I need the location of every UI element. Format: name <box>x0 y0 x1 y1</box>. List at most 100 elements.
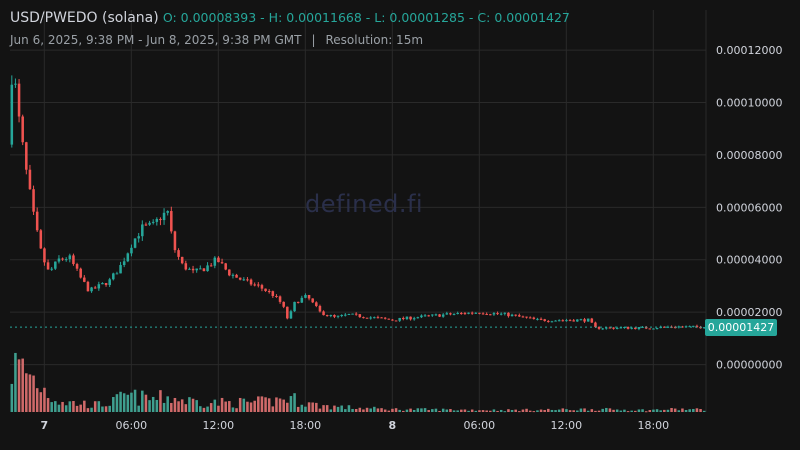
candle-body <box>159 218 162 221</box>
volume-bar <box>61 401 64 412</box>
candle-body <box>17 83 21 117</box>
candle-body <box>195 268 198 271</box>
symbol-label: USD/PWEDO (solana) <box>10 10 159 26</box>
candle-body <box>539 318 543 320</box>
candle-body <box>590 318 594 323</box>
candle-body <box>39 230 43 249</box>
candle-body <box>576 319 579 322</box>
volume-bar <box>64 405 68 412</box>
candle-body <box>90 287 93 292</box>
candle-body <box>608 327 612 329</box>
candle-body <box>318 305 322 312</box>
candle-body <box>557 320 561 322</box>
volume-bar <box>641 409 644 412</box>
volume-bar <box>510 409 514 412</box>
volume-bar <box>547 408 550 412</box>
candle-body <box>86 281 90 292</box>
volume-bar <box>496 410 499 412</box>
volume-bar <box>412 409 416 412</box>
candle-body <box>209 265 213 267</box>
candle-body <box>199 268 202 270</box>
volume-bar <box>637 409 641 412</box>
volume-bar <box>652 409 655 412</box>
volume-bar <box>369 408 372 412</box>
volume-bar <box>293 393 296 412</box>
candle-body <box>547 320 550 322</box>
candle-body <box>499 313 503 315</box>
grid <box>10 10 707 412</box>
volume-bar <box>17 359 21 412</box>
volume-bar <box>507 409 510 412</box>
candle-body <box>126 253 130 262</box>
volume-bar <box>554 410 557 412</box>
volume-bar <box>315 402 318 412</box>
candle-body <box>456 313 459 315</box>
candle-body <box>648 328 652 330</box>
volume-bar <box>148 400 151 412</box>
volume-bar <box>249 402 253 412</box>
volume-bar <box>659 410 662 412</box>
candle-body <box>427 315 430 317</box>
candle-body <box>249 279 253 285</box>
candle-body <box>572 320 575 322</box>
candle-body <box>235 274 238 278</box>
candle-body <box>514 314 517 316</box>
candle-body <box>115 273 119 275</box>
candle-body <box>438 314 441 317</box>
candle-body <box>166 211 169 213</box>
candle-body <box>282 301 285 307</box>
candle-body <box>496 313 499 315</box>
volume-bar <box>170 402 173 412</box>
candle-body <box>423 315 427 317</box>
volume-bar <box>398 409 401 412</box>
volume-bar <box>543 409 546 412</box>
candle-body <box>561 320 565 322</box>
volume-bar <box>503 411 507 413</box>
volume-bar <box>402 410 405 412</box>
y-tick-label: 0.00002000 <box>716 306 782 319</box>
candle-body <box>630 327 633 329</box>
volume-bar <box>416 408 420 412</box>
candle-body <box>300 297 304 303</box>
volume-bar <box>623 409 626 412</box>
volume-bar <box>561 408 565 412</box>
volume-bar <box>499 409 503 412</box>
volume-bar <box>431 409 434 412</box>
candle-body <box>663 326 666 328</box>
volume-bar <box>539 409 543 412</box>
candle-body <box>394 320 398 322</box>
volume-bar <box>260 396 264 412</box>
volume-bar <box>394 408 398 412</box>
candle-body <box>311 298 314 303</box>
candle-body <box>46 262 50 270</box>
volume-bar <box>188 397 191 412</box>
volume-bar <box>460 409 463 412</box>
candle-body <box>206 265 209 272</box>
volume-bar <box>427 410 430 412</box>
volume-bar <box>550 409 554 412</box>
candle-body <box>532 317 536 319</box>
candle-body <box>369 317 372 319</box>
volume-bar <box>615 409 619 412</box>
candle-body <box>554 320 557 322</box>
candle-body <box>286 306 289 319</box>
volume-bar <box>438 410 441 412</box>
volume-bar <box>271 406 275 412</box>
volume-bar <box>489 410 492 412</box>
y-tick-label: 0.00010000 <box>716 97 782 110</box>
candle-body <box>550 321 554 323</box>
candle-body <box>228 269 231 276</box>
volume-bar <box>25 373 28 412</box>
volume-bar <box>579 408 583 412</box>
candle-body <box>97 284 101 289</box>
candle-body <box>224 263 227 270</box>
candle-body <box>681 326 684 328</box>
candle-body <box>293 301 296 312</box>
candle-body <box>597 327 601 329</box>
volume-bar <box>21 358 24 412</box>
volume-bar <box>14 352 17 412</box>
candle-body <box>271 291 275 296</box>
volume-bar <box>586 410 590 412</box>
resolution-label: Resolution: 15m <box>325 33 424 47</box>
